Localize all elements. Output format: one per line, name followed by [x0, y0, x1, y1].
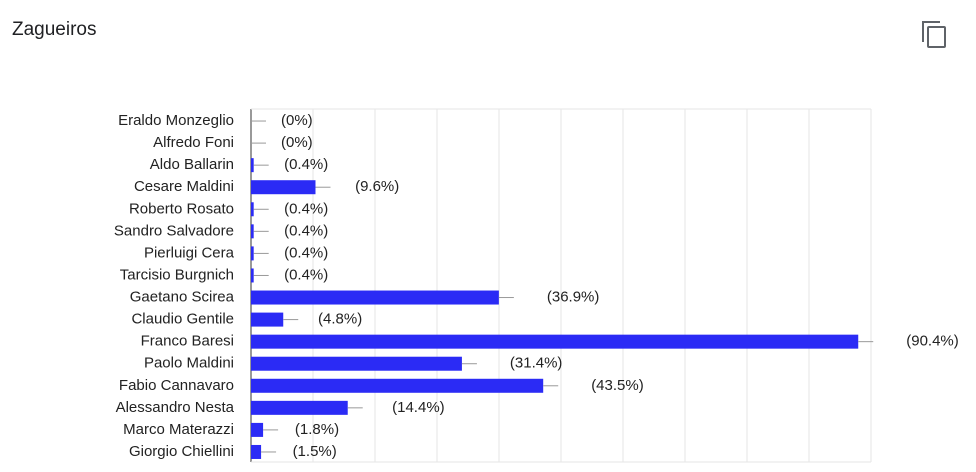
value-label: (0.4%) — [284, 200, 328, 217]
category-label: Pierluigi Cera — [144, 244, 235, 261]
value-label: (31.4%) — [510, 355, 563, 372]
value-label: (0.4%) — [284, 222, 328, 239]
category-label: Aldo Ballarin — [150, 156, 234, 173]
bar — [251, 268, 254, 283]
bar — [251, 378, 544, 393]
value-label: (43.5%) — [591, 377, 644, 394]
value-label: (1.5%) — [293, 443, 337, 460]
value-label: (0.4%) — [284, 156, 328, 173]
bar — [251, 180, 316, 195]
bar — [251, 334, 859, 349]
bar — [251, 224, 254, 239]
bar — [251, 444, 262, 459]
value-label: (4.8%) — [318, 311, 362, 328]
category-label: Fabio Cannavaro — [119, 377, 234, 394]
category-label: Gaetano Scirea — [130, 289, 235, 306]
value-label: (0%) — [281, 134, 313, 151]
plot: Eraldo Monzeglio (0%) Alfredo Foni (0%) Aldo… — [114, 112, 959, 460]
bar — [251, 246, 254, 261]
value-label: (36.9%) — [547, 289, 600, 306]
bar — [251, 312, 284, 327]
chart-title: Zagueiros — [12, 19, 97, 40]
copy-icon[interactable] — [922, 21, 946, 48]
category-label: Sandro Salvadore — [114, 222, 234, 239]
bar — [251, 202, 254, 217]
value-label: (1.8%) — [295, 421, 339, 438]
category-label: Franco Baresi — [141, 333, 234, 350]
value-label: (0.4%) — [284, 266, 328, 283]
category-label: Marco Materazzi — [123, 421, 234, 438]
bar — [251, 422, 264, 437]
category-label: Paolo Maldini — [144, 355, 234, 372]
value-label: (9.6%) — [355, 178, 399, 195]
category-label: Tarcisio Burgnich — [120, 266, 234, 283]
category-label: Giorgio Chiellini — [129, 443, 234, 460]
value-label: (0%) — [281, 112, 313, 129]
bar — [251, 158, 254, 173]
bar — [251, 400, 348, 415]
value-label: (14.4%) — [392, 399, 445, 416]
category-label: Claudio Gentile — [131, 311, 234, 328]
bar — [251, 290, 499, 305]
value-label: (90.4%) — [906, 333, 959, 350]
category-label: Alfredo Foni — [153, 134, 234, 151]
grid — [250, 108, 872, 463]
category-label: Alessandro Nesta — [116, 399, 235, 416]
value-label: (0.4%) — [284, 244, 328, 261]
bar — [251, 356, 462, 371]
category-label: Cesare Maldini — [134, 178, 234, 195]
category-label: Roberto Rosato — [129, 200, 234, 217]
category-label: Eraldo Monzeglio — [118, 112, 234, 129]
